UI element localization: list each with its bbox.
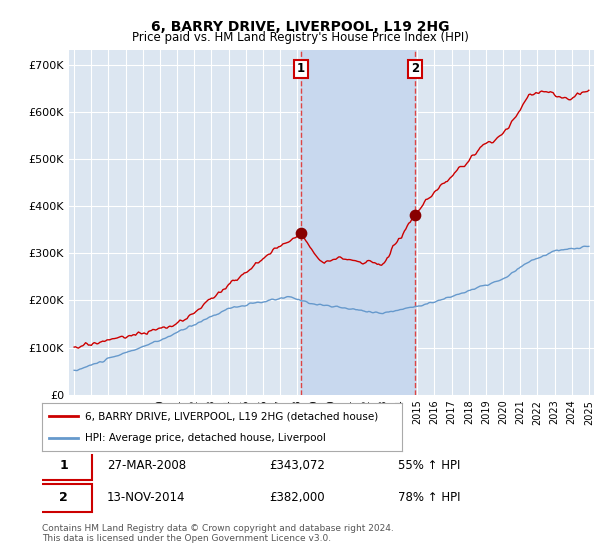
Bar [301,50,415,395]
Text: HPI: Average price, detached house, Liverpool: HPI: Average price, detached house, Live… [85,433,326,443]
Text: 78% ↑ HPI: 78% ↑ HPI [398,492,461,505]
Text: £382,000: £382,000 [269,492,325,505]
Text: 13-NOV-2014: 13-NOV-2014 [107,492,185,505]
Point [410,210,420,219]
Text: 2: 2 [59,492,68,505]
Text: 6, BARRY DRIVE, LIVERPOOL, L19 2HG (detached house): 6, BARRY DRIVE, LIVERPOOL, L19 2HG (deta… [85,411,379,421]
Text: 1: 1 [297,63,305,76]
FancyBboxPatch shape [35,484,92,512]
Text: £343,072: £343,072 [269,459,325,473]
Text: 2: 2 [411,63,419,76]
Text: 55% ↑ HPI: 55% ↑ HPI [398,459,461,473]
Text: 27-MAR-2008: 27-MAR-2008 [107,459,186,473]
Text: Contains HM Land Registry data © Crown copyright and database right 2024.
This d: Contains HM Land Registry data © Crown c… [42,524,394,543]
FancyBboxPatch shape [35,452,92,480]
Text: Price paid vs. HM Land Registry's House Price Index (HPI): Price paid vs. HM Land Registry's House … [131,31,469,44]
Text: 1: 1 [59,459,68,473]
Text: 6, BARRY DRIVE, LIVERPOOL, L19 2HG: 6, BARRY DRIVE, LIVERPOOL, L19 2HG [151,20,449,34]
Point [296,228,306,237]
